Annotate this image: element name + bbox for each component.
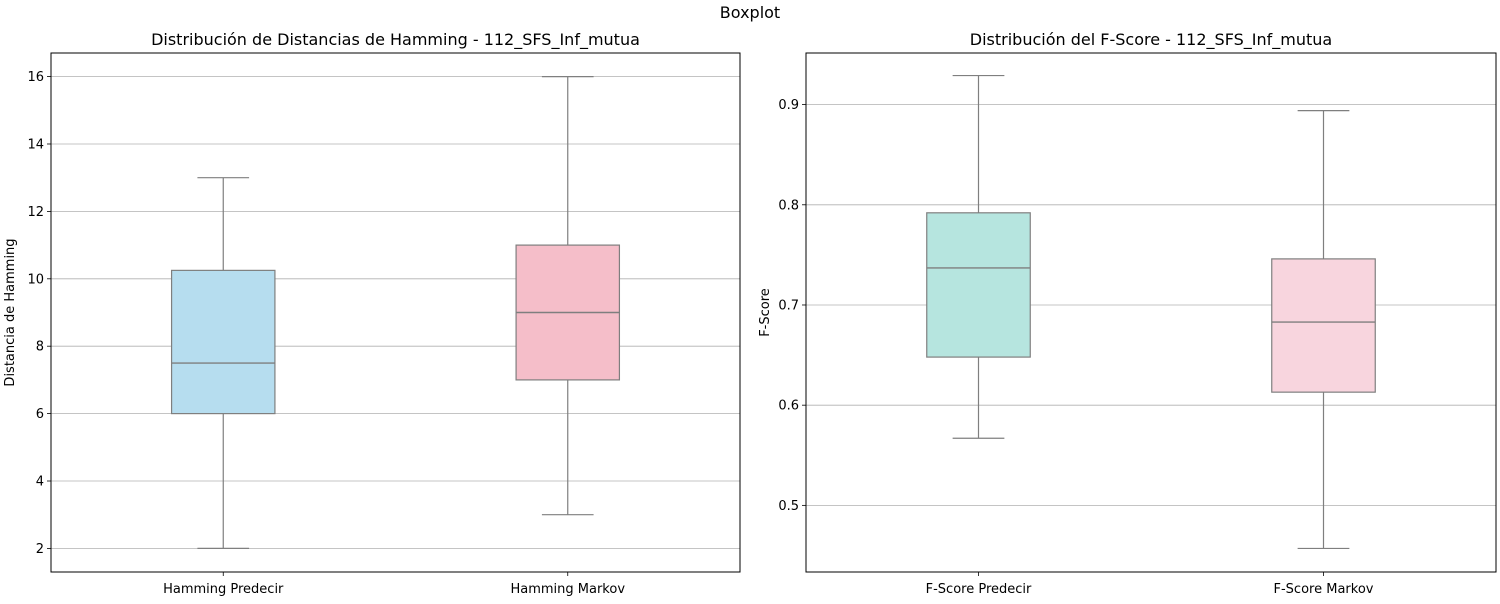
x-tick-label: Hamming Predecir (163, 582, 284, 597)
axes-frame (805, 52, 1497, 573)
box-1 (170, 269, 276, 415)
y-axis-label: F-Score (758, 288, 773, 337)
y-tick-label: 0.9 (778, 98, 799, 113)
fscore-chart: 0.5 0.6 0.7 0.8 0.9 F-Score Predecir F-Score M… (758, 30, 1497, 597)
y-tick-label: 8 (36, 340, 44, 355)
x-tick-label: F-Score Predecir (926, 582, 1032, 597)
x-tick-label: F-Score Markov (1274, 582, 1374, 597)
y-tick-label: 14 (27, 137, 44, 152)
y-tick-label: 0.7 (778, 298, 799, 313)
y-tick-label: 4 (36, 475, 44, 490)
x-tick-label: Hamming Markov (510, 582, 625, 597)
chart-title: Distribución del F-Score - 112_SFS_Inf_m… (970, 30, 1332, 50)
y-tick-label: 0.6 (778, 399, 799, 414)
hamming-chart: 2 4 6 8 10 12 14 16 Hamming Predecir Hamming Mark… (3, 30, 741, 597)
axes-frame (50, 52, 741, 573)
y-tick-label: 10 (27, 272, 44, 287)
box-2 (1271, 258, 1376, 393)
y-tick-label: 16 (27, 70, 44, 85)
y-tick-label: 6 (36, 407, 44, 422)
figure-title: Boxplot (720, 3, 780, 22)
y-tick-label: 0.5 (778, 499, 799, 514)
y-tick-label: 2 (36, 542, 44, 557)
y-axis-label: Distancia de Hamming (3, 238, 18, 386)
y-tick-label: 12 (27, 205, 44, 220)
box-1 (926, 212, 1031, 358)
y-tick-label: 0.8 (778, 198, 799, 213)
chart-title: Distribución de Distancias de Hamming - … (151, 30, 640, 50)
